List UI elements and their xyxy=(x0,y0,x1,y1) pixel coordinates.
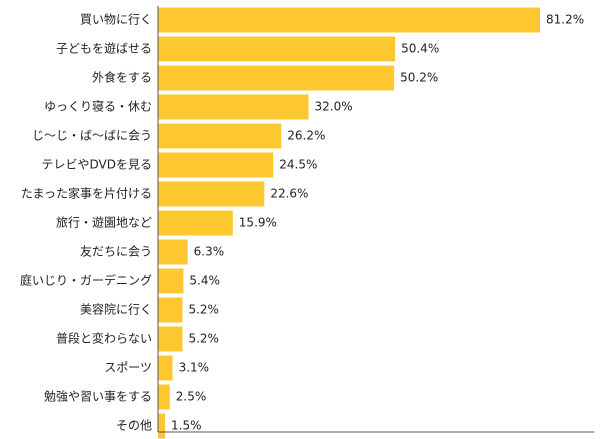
category-label-15: その他 xyxy=(116,419,152,433)
value-label-4: 32.0% xyxy=(315,100,353,114)
value-label-9: 6.3% xyxy=(194,245,225,259)
category-label-10: 庭いじり・ガーデニング xyxy=(20,273,152,288)
category-label-11: 美容院に行く xyxy=(80,302,152,317)
category-label-2: 子どもを遊ばせる xyxy=(56,41,152,56)
category-label-1: 買い物に行く xyxy=(80,13,152,27)
bar-3 xyxy=(158,65,395,91)
bar-1 xyxy=(158,7,540,33)
category-label-14: 勉強や習い事をする xyxy=(44,390,152,404)
bar-8 xyxy=(158,210,233,236)
value-label-13: 3.1% xyxy=(179,361,210,375)
category-label-5: じ～じ・ば～ばに会う xyxy=(32,129,152,143)
bar-4 xyxy=(158,94,309,120)
bars-layer xyxy=(158,7,540,439)
bar-7 xyxy=(158,181,265,207)
category-label-13: スポーツ xyxy=(104,361,152,375)
value-label-14: 2.5% xyxy=(176,390,207,404)
category-label-9: 友だちに会う xyxy=(80,245,152,259)
bar-6 xyxy=(158,152,274,178)
category-label-8: 旅行・遊園地など xyxy=(56,215,152,230)
bar-9 xyxy=(158,239,188,265)
bar-14 xyxy=(158,384,170,410)
value-label-5: 26.2% xyxy=(287,129,325,143)
bar-12 xyxy=(158,326,183,352)
bar-11 xyxy=(158,297,183,323)
labels-layer: 買い物に行く 81.2% 子どもを遊ばせる 50.4% 外食をする 50.2% ゆっくり寝る… xyxy=(20,13,584,433)
value-label-3: 50.2% xyxy=(400,71,438,85)
value-label-7: 22.6% xyxy=(270,187,308,201)
category-label-4: ゆっくり寝る・休む xyxy=(44,99,152,114)
bar-2 xyxy=(158,36,396,62)
value-label-12: 5.2% xyxy=(188,332,219,346)
value-label-15: 1.5% xyxy=(171,419,202,433)
value-label-10: 5.4% xyxy=(189,274,220,288)
bar-15 xyxy=(158,413,166,439)
value-label-1: 81.2% xyxy=(546,13,584,27)
bar-10 xyxy=(158,268,184,294)
bar-13 xyxy=(158,355,173,381)
category-label-12: 普段と変わらない xyxy=(56,331,152,346)
bar-5 xyxy=(158,123,282,149)
value-label-11: 5.2% xyxy=(188,303,219,317)
value-label-6: 24.5% xyxy=(279,158,317,172)
value-label-8: 15.9% xyxy=(239,216,277,230)
value-label-2: 50.4% xyxy=(401,42,439,56)
category-label-3: 外食をする xyxy=(92,70,152,85)
category-label-6: テレビやDVDを見る xyxy=(42,158,152,172)
category-label-7: たまった家事を片付ける xyxy=(21,186,152,201)
